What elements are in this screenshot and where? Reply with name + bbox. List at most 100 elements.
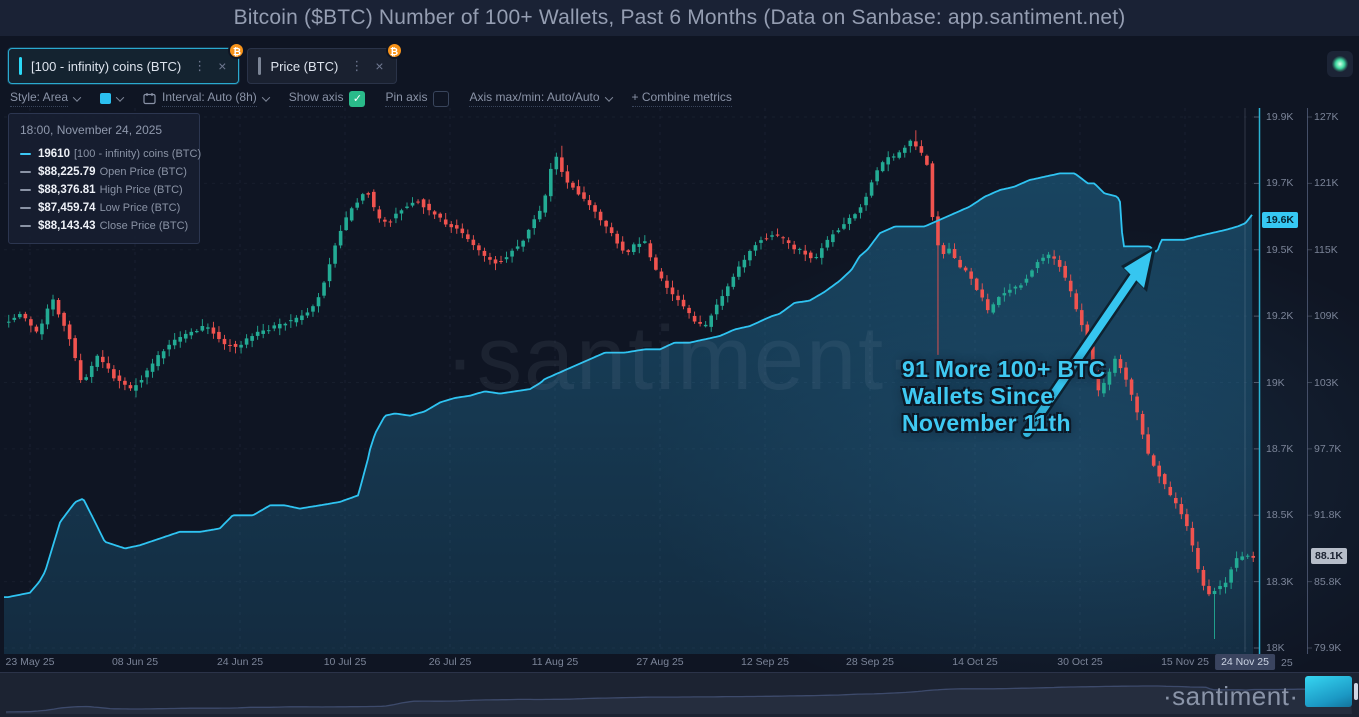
x-axis-tick-label: 27 Aug 25 <box>636 656 684 668</box>
x-axis-tick-label: 12 Sep 25 <box>741 656 789 668</box>
wallet-axis-tick-label: 19.2K <box>1266 310 1294 323</box>
price-current-badge: 88.1K <box>1311 548 1348 565</box>
x-axis-tick-label: 10 Jul 25 <box>323 656 367 668</box>
axis-maxmin-selector[interactable]: Axis max/min: Auto/Auto <box>469 90 613 107</box>
tooltip-value: $88,143.43 <box>38 220 96 232</box>
tooltip-label: [100 - infinity) coins (BTC) <box>73 148 202 160</box>
x-axis-tick-label: 11 Aug 25 <box>531 656 579 668</box>
bitcoin-badge-icon: ₿ <box>385 42 403 59</box>
price-axis-tick-label: 91.8K <box>1314 509 1342 522</box>
color-swatch <box>100 93 112 104</box>
combine-metrics-label: + Combine metrics <box>631 90 732 107</box>
x-axis-tick-label: 23 May 25 <box>5 656 55 668</box>
bitcoin-badge-icon: ₿ <box>228 42 246 59</box>
annotation-line: 91 More 100+ BTC <box>902 356 1106 382</box>
background-glow <box>640 220 1359 717</box>
series-dash-icon <box>20 188 31 192</box>
chip-label: [100 - infinity) coins (BTC) <box>31 58 182 74</box>
status-glow-button[interactable] <box>1327 51 1353 77</box>
x-axis-tick-label: 08 Jun 25 <box>111 656 159 668</box>
tooltip-row: 19610 [100 - infinity) coins (BTC) <box>20 147 201 161</box>
color-selector[interactable] <box>100 92 125 104</box>
chart-toolbar: Style: Area Interval: Auto (8h) Show axi… <box>10 90 732 107</box>
chip-menu-icon[interactable]: ⋮ <box>193 58 207 73</box>
x-axis-tick-label: 28 Sep 25 <box>846 656 894 668</box>
wallet-axis-tick-label: 18K <box>1266 642 1285 654</box>
navigator-selection-block[interactable] <box>1305 676 1352 707</box>
chevron-down-icon <box>115 92 125 102</box>
wallet-current-badge: 19.6K <box>1262 212 1299 229</box>
wallet-axis-tick-label: 19.9K <box>1266 111 1294 123</box>
tooltip-timestamp: 18:00, November 24, 2025 <box>20 123 163 137</box>
pin-axis-checkbox[interactable] <box>433 90 450 107</box>
price-axis-tick-label: 103K <box>1314 376 1339 389</box>
annotation-line: Wallets Since <box>902 383 1054 409</box>
chip-close-icon[interactable]: × <box>375 58 384 74</box>
price-axis-tick-label: 79.9K <box>1314 642 1342 654</box>
santiment-logo: ·santiment· <box>1163 681 1299 711</box>
wallet-axis-tick-label: 18.3K <box>1266 575 1294 588</box>
metric-chips-row: [100 - infinity) coins (BTC) ⋮ × ₿ Price (BT… <box>8 42 403 84</box>
chevron-down-icon <box>604 92 613 102</box>
tooltip-label: Close Price (BTC) <box>99 220 189 232</box>
chart-tooltip: 18:00, November 24, 2025 19610 [100 - inf… <box>8 113 201 244</box>
axis-maxmin-label: Axis max/min: Auto/Auto <box>469 90 600 107</box>
style-label: Style: Area <box>10 90 69 107</box>
tooltip-value: $88,376.81 <box>38 184 96 196</box>
chip-label: Price (BTC) <box>270 58 339 74</box>
series-dash-icon <box>20 170 31 174</box>
tooltip-value: 19610 <box>38 148 70 160</box>
crosshair-date-badge: 24 Nov 25 <box>1215 654 1275 670</box>
tooltip-row: $88,225.79 Open Price (BTC) <box>20 165 188 179</box>
tooltip-row: $88,376.81 High Price (BTC) <box>20 183 188 197</box>
interval-icon <box>143 93 156 105</box>
series-dash-icon <box>20 152 31 156</box>
metric-chip[interactable]: [100 - infinity) coins (BTC) ⋮ × ₿ <box>8 42 246 84</box>
header-bar: Bitcoin ($BTC) Number of 100+ Wallets, P… <box>0 0 1359 36</box>
tooltip-rows: 19610 [100 - infinity) coins (BTC) $88,225… <box>20 147 201 233</box>
style-selector[interactable]: Style: Area <box>10 90 82 107</box>
tooltip-label: Open Price (BTC) <box>99 166 187 178</box>
x-axis-tick-label: 14 Oct 25 <box>952 656 998 668</box>
chevron-down-icon <box>261 92 270 102</box>
show-axis-checkbox[interactable]: ✓ <box>349 90 366 107</box>
x-axis-tick-label: 26 Jul 25 <box>428 656 472 668</box>
chip-close-icon[interactable]: × <box>218 58 227 74</box>
wallet-axis-tick-label: 19K <box>1266 376 1285 389</box>
annotation-text: 91 More 100+ BTC Wallets Since November 11… <box>902 356 1106 437</box>
wallet-axis-tick-label: 18.7K <box>1266 442 1294 455</box>
tooltip-label: High Price (BTC) <box>99 184 183 196</box>
x-axis-tick-label: 24 Jun 25 <box>216 656 264 668</box>
chart-navigator[interactable] <box>0 672 1359 717</box>
tooltip-row: $87,459.74 Low Price (BTC) <box>20 201 188 215</box>
combine-metrics-button[interactable]: + Combine metrics <box>631 90 732 107</box>
series-dash-icon <box>20 224 31 228</box>
chevron-down-icon <box>72 92 82 102</box>
pin-axis-label: Pin axis <box>385 90 428 107</box>
tooltip-value: $88,225.79 <box>38 166 96 178</box>
price-axis-tick-label: 97.7K <box>1314 442 1342 455</box>
glow-dot-icon <box>1332 56 1348 72</box>
tooltip-label: Low Price (BTC) <box>99 202 181 214</box>
metric-chip[interactable]: Price (BTC) ⋮ × ₿ <box>247 42 403 84</box>
series-dash-icon <box>20 206 31 210</box>
x-axis-tick-label: 15 Nov 25 <box>1161 656 1209 668</box>
chip-accent-bar <box>258 57 262 75</box>
annotation-line: November 11th <box>902 410 1071 436</box>
x-axis-clipped-label: 25 <box>1281 657 1293 669</box>
interval-selector[interactable]: Interval: Auto (8h) <box>143 90 270 107</box>
show-axis-toggle[interactable]: Show axis ✓ <box>288 90 366 107</box>
page-title: Bitcoin ($BTC) Number of 100+ Wallets, P… <box>233 6 1126 29</box>
pin-axis-toggle[interactable]: Pin axis <box>385 90 450 107</box>
wallet-axis-tick-label: 19.7K <box>1266 177 1294 190</box>
navigator-drag-handle[interactable] <box>1354 683 1358 700</box>
price-axis-tick-label: 109K <box>1314 310 1339 323</box>
santiment-watermark: ·santiment· <box>445 309 918 409</box>
chip-accent-bar <box>19 57 22 75</box>
price-axis-tick-label: 85.8K <box>1314 575 1342 588</box>
price-axis-tick-label: 121K <box>1314 177 1339 190</box>
chip-menu-icon[interactable]: ⋮ <box>350 58 364 73</box>
show-axis-label: Show axis <box>288 90 344 107</box>
x-axis-tick-label: 30 Oct 25 <box>1057 656 1103 668</box>
